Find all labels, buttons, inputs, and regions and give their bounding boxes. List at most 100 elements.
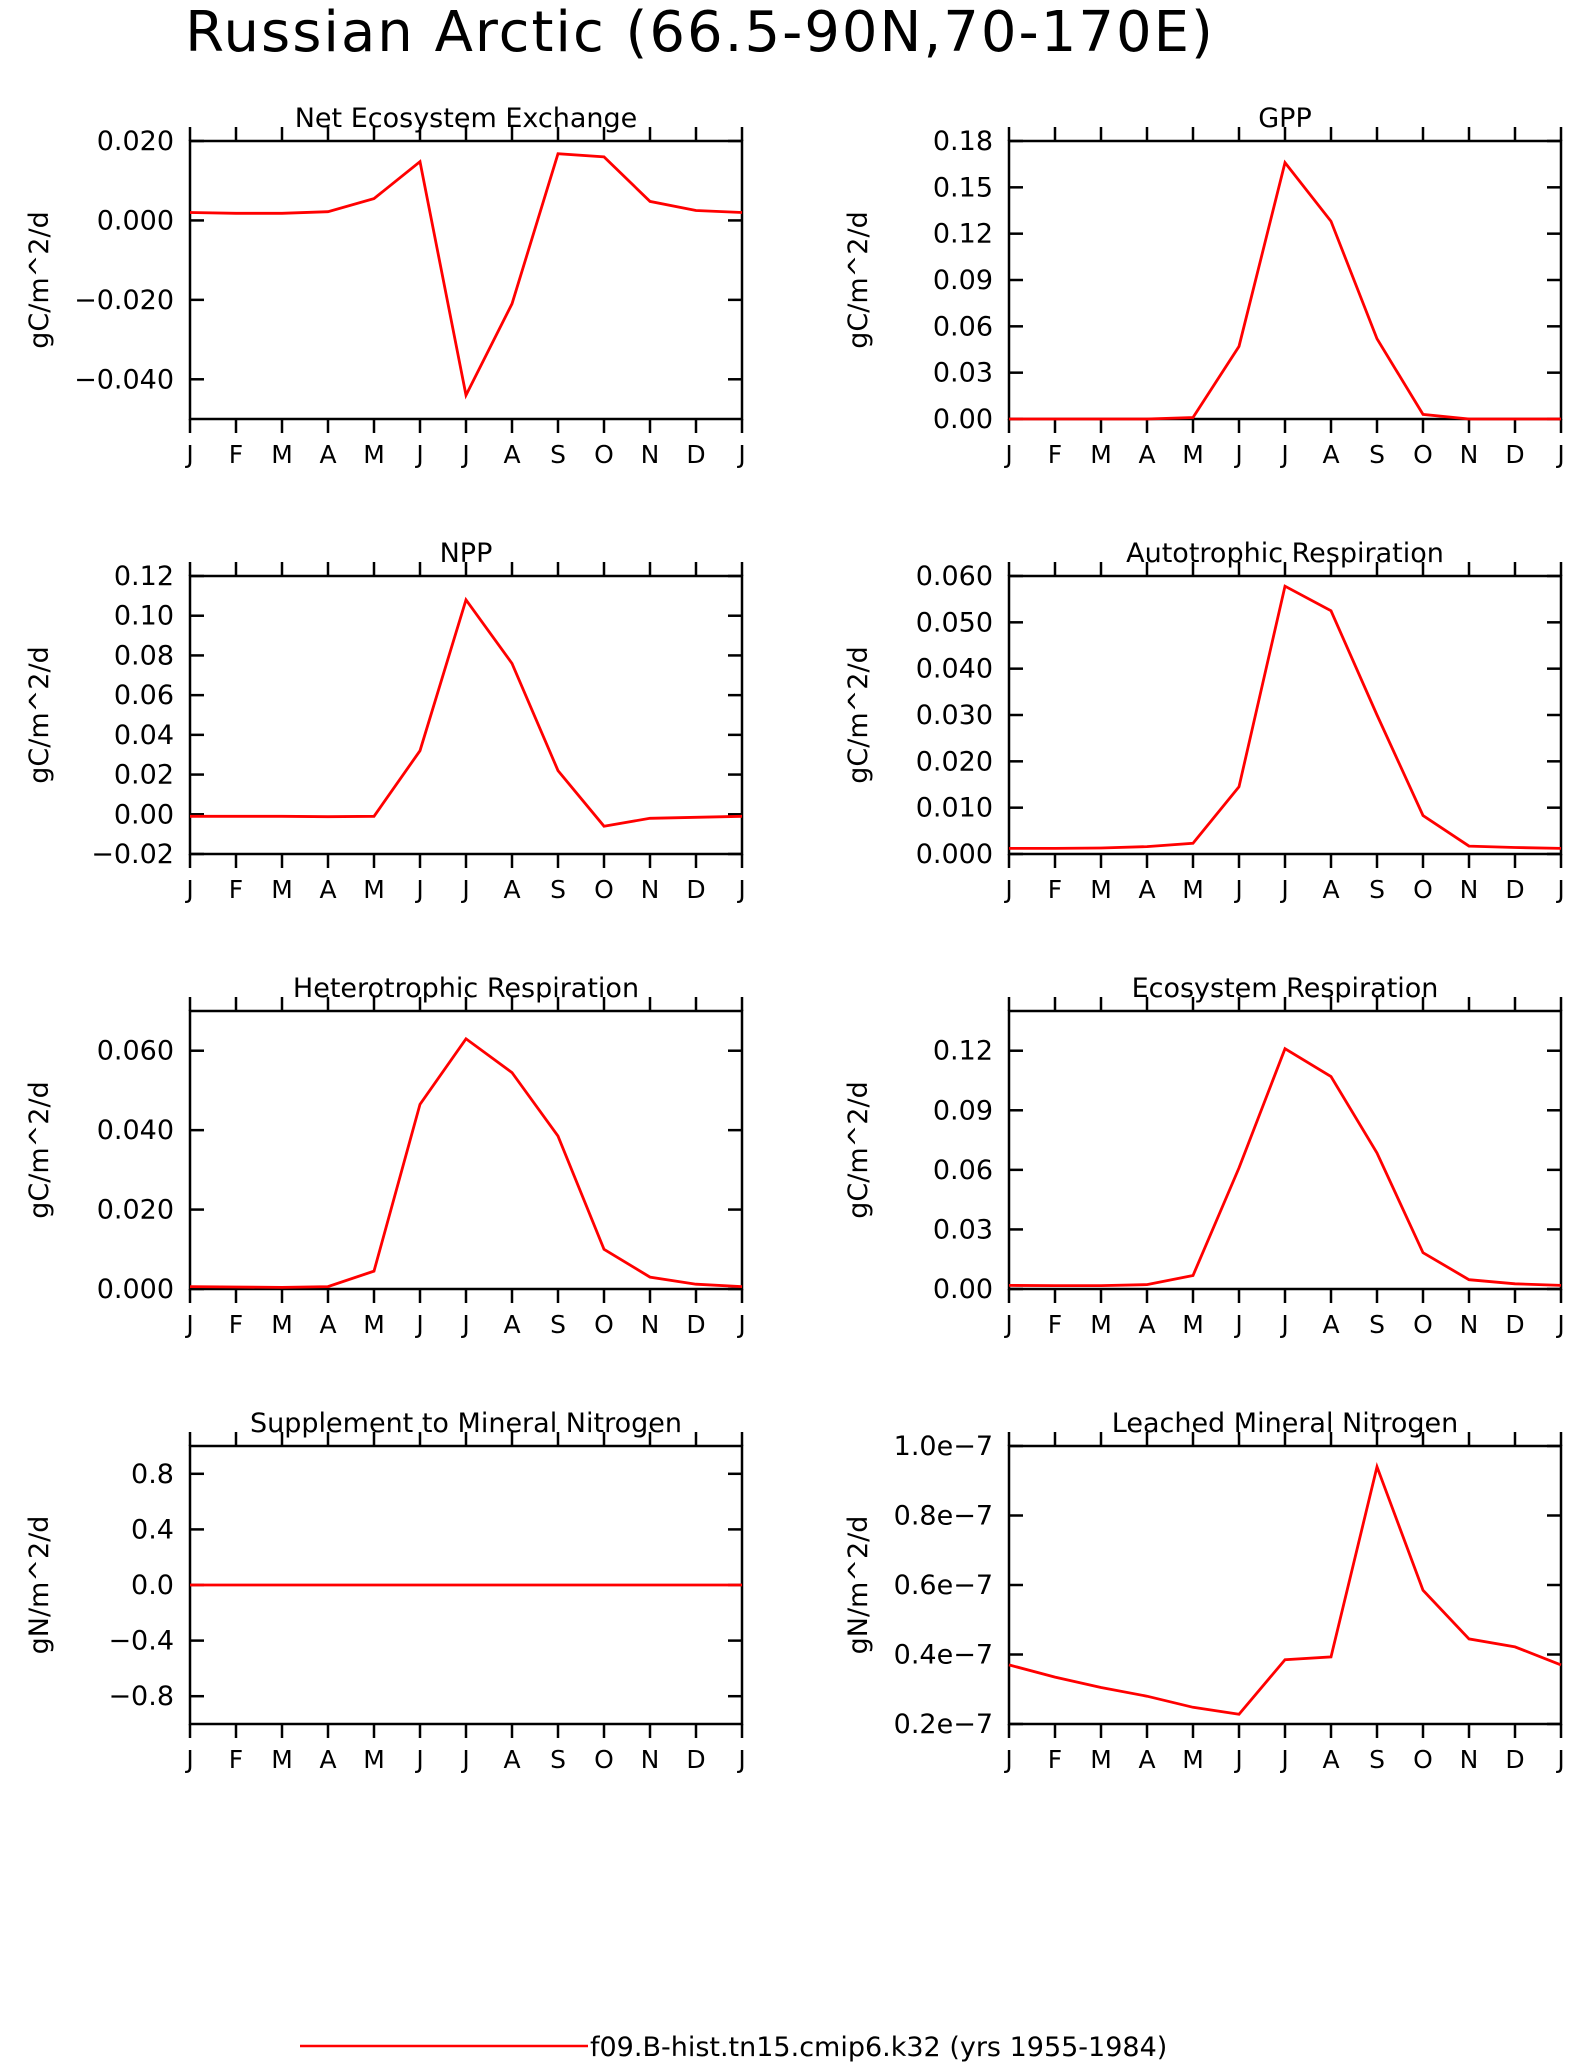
- y-tick-label: 0.040: [916, 654, 993, 685]
- plot-frame: [1007, 574, 1563, 856]
- x-tick-label: O: [594, 875, 614, 904]
- x-tick-label: J: [1003, 875, 1012, 904]
- plot-frame: [1007, 139, 1563, 421]
- x-tick-label: N: [641, 1310, 660, 1339]
- x-tick-label: D: [1505, 440, 1524, 469]
- x-tick-label: M: [363, 1745, 385, 1774]
- x-tick-label: J: [1233, 440, 1242, 469]
- y-tick-label: 0.2e−7: [894, 1709, 993, 1740]
- y-tick-label: 0.8: [131, 1459, 174, 1490]
- x-tick-label: F: [1048, 1310, 1062, 1339]
- y-tick-label: 0.020: [97, 1195, 174, 1226]
- x-tick-label: F: [229, 875, 243, 904]
- y-tick-label: 0.03: [933, 358, 993, 389]
- x-tick-label: N: [641, 440, 660, 469]
- x-tick-label: A: [1322, 440, 1339, 469]
- x-tick-label: M: [363, 875, 385, 904]
- plot-frame: [188, 139, 744, 421]
- y-tick-label: 0.040: [97, 1115, 174, 1146]
- x-tick-label: D: [686, 875, 705, 904]
- x-tick-label: J: [1555, 1310, 1564, 1339]
- y-tick-label: 0.06: [933, 1155, 993, 1186]
- x-tick-label: O: [1413, 1310, 1433, 1339]
- y-tick-label: 0.000: [97, 205, 174, 236]
- y-tick-label: 0.18: [933, 126, 993, 157]
- y-tick-label: 0.02: [114, 760, 174, 791]
- x-tick-label: D: [1505, 1745, 1524, 1774]
- y-tick-label: 0.000: [916, 839, 993, 870]
- x-tick-label: M: [1182, 875, 1204, 904]
- y-tick-label: 1.0e−7: [894, 1431, 993, 1462]
- x-tick-label: A: [503, 875, 520, 904]
- x-tick-label: M: [363, 1310, 385, 1339]
- x-tick-label: D: [686, 440, 705, 469]
- x-tick-label: J: [1555, 875, 1564, 904]
- x-tick-label: M: [1090, 1310, 1112, 1339]
- x-tick-label: J: [184, 875, 193, 904]
- x-tick-label: S: [1369, 1310, 1385, 1339]
- y-tick-label: 0.000: [97, 1274, 174, 1305]
- y-tick-label: 0.010: [916, 793, 993, 824]
- y-tick-label: −0.4: [108, 1626, 174, 1657]
- x-tick-label: J: [1233, 1745, 1242, 1774]
- y-tick-label: 0.15: [933, 172, 993, 203]
- y-tick-label: 0.06: [933, 311, 993, 342]
- y-tick-label: −0.020: [74, 285, 174, 316]
- x-tick-label: A: [1322, 1310, 1339, 1339]
- x-tick-label: F: [229, 440, 243, 469]
- x-tick-label: A: [319, 440, 336, 469]
- x-tick-label: A: [503, 440, 520, 469]
- y-tick-label: −0.8: [108, 1681, 174, 1712]
- series-line: [1008, 1462, 1562, 1716]
- plot-frame: [1007, 1009, 1563, 1291]
- y-tick-label: 0.0: [131, 1570, 174, 1601]
- x-tick-label: A: [503, 1745, 520, 1774]
- x-tick-label: J: [1555, 440, 1564, 469]
- plot-frame: [188, 574, 744, 856]
- y-tick-label: 0.00: [933, 1274, 993, 1305]
- x-tick-label: J: [414, 1310, 423, 1339]
- x-tick-label: M: [271, 1745, 293, 1774]
- x-tick-label: D: [1505, 875, 1524, 904]
- legend: f09.B-hist.tn15.cmip6.k32 (yrs 1955-1984…: [300, 2032, 1167, 2063]
- x-tick-label: O: [594, 1310, 614, 1339]
- x-tick-label: S: [550, 875, 566, 904]
- series-line: [1009, 159, 1561, 421]
- x-tick-label: J: [460, 440, 469, 469]
- y-tick-label: 0.4e−7: [894, 1640, 993, 1671]
- x-tick-label: D: [686, 1310, 705, 1339]
- y-axis-label: gC/m^2/d: [24, 211, 55, 348]
- x-tick-label: M: [271, 875, 293, 904]
- x-tick-label: A: [319, 1745, 336, 1774]
- y-axis-label: gN/m^2/d: [24, 1516, 55, 1655]
- y-tick-label: −0.02: [91, 839, 174, 870]
- y-tick-label: 0.060: [97, 1036, 174, 1067]
- plot-frame: [1007, 1444, 1563, 1726]
- x-tick-label: S: [1369, 1745, 1385, 1774]
- x-tick-label: S: [550, 440, 566, 469]
- x-tick-label: S: [1369, 440, 1385, 469]
- x-tick-label: F: [229, 1745, 243, 1774]
- x-tick-label: J: [460, 1310, 469, 1339]
- x-tick-label: A: [1138, 1310, 1155, 1339]
- x-tick-label: M: [271, 440, 293, 469]
- x-tick-label: J: [184, 1745, 193, 1774]
- y-axis-label: gC/m^2/d: [843, 1081, 874, 1218]
- x-tick-label: S: [550, 1745, 566, 1774]
- x-tick-label: O: [1413, 440, 1433, 469]
- x-tick-label: J: [1279, 1745, 1288, 1774]
- y-tick-label: 0.020: [916, 746, 993, 777]
- x-tick-label: J: [1233, 1310, 1242, 1339]
- x-tick-label: A: [1322, 1745, 1339, 1774]
- y-tick-label: 0.00: [114, 799, 174, 830]
- y-tick-label: 0.050: [916, 607, 993, 638]
- x-tick-label: N: [641, 1745, 660, 1774]
- y-tick-label: 0.020: [97, 126, 174, 157]
- x-tick-label: O: [1413, 1745, 1433, 1774]
